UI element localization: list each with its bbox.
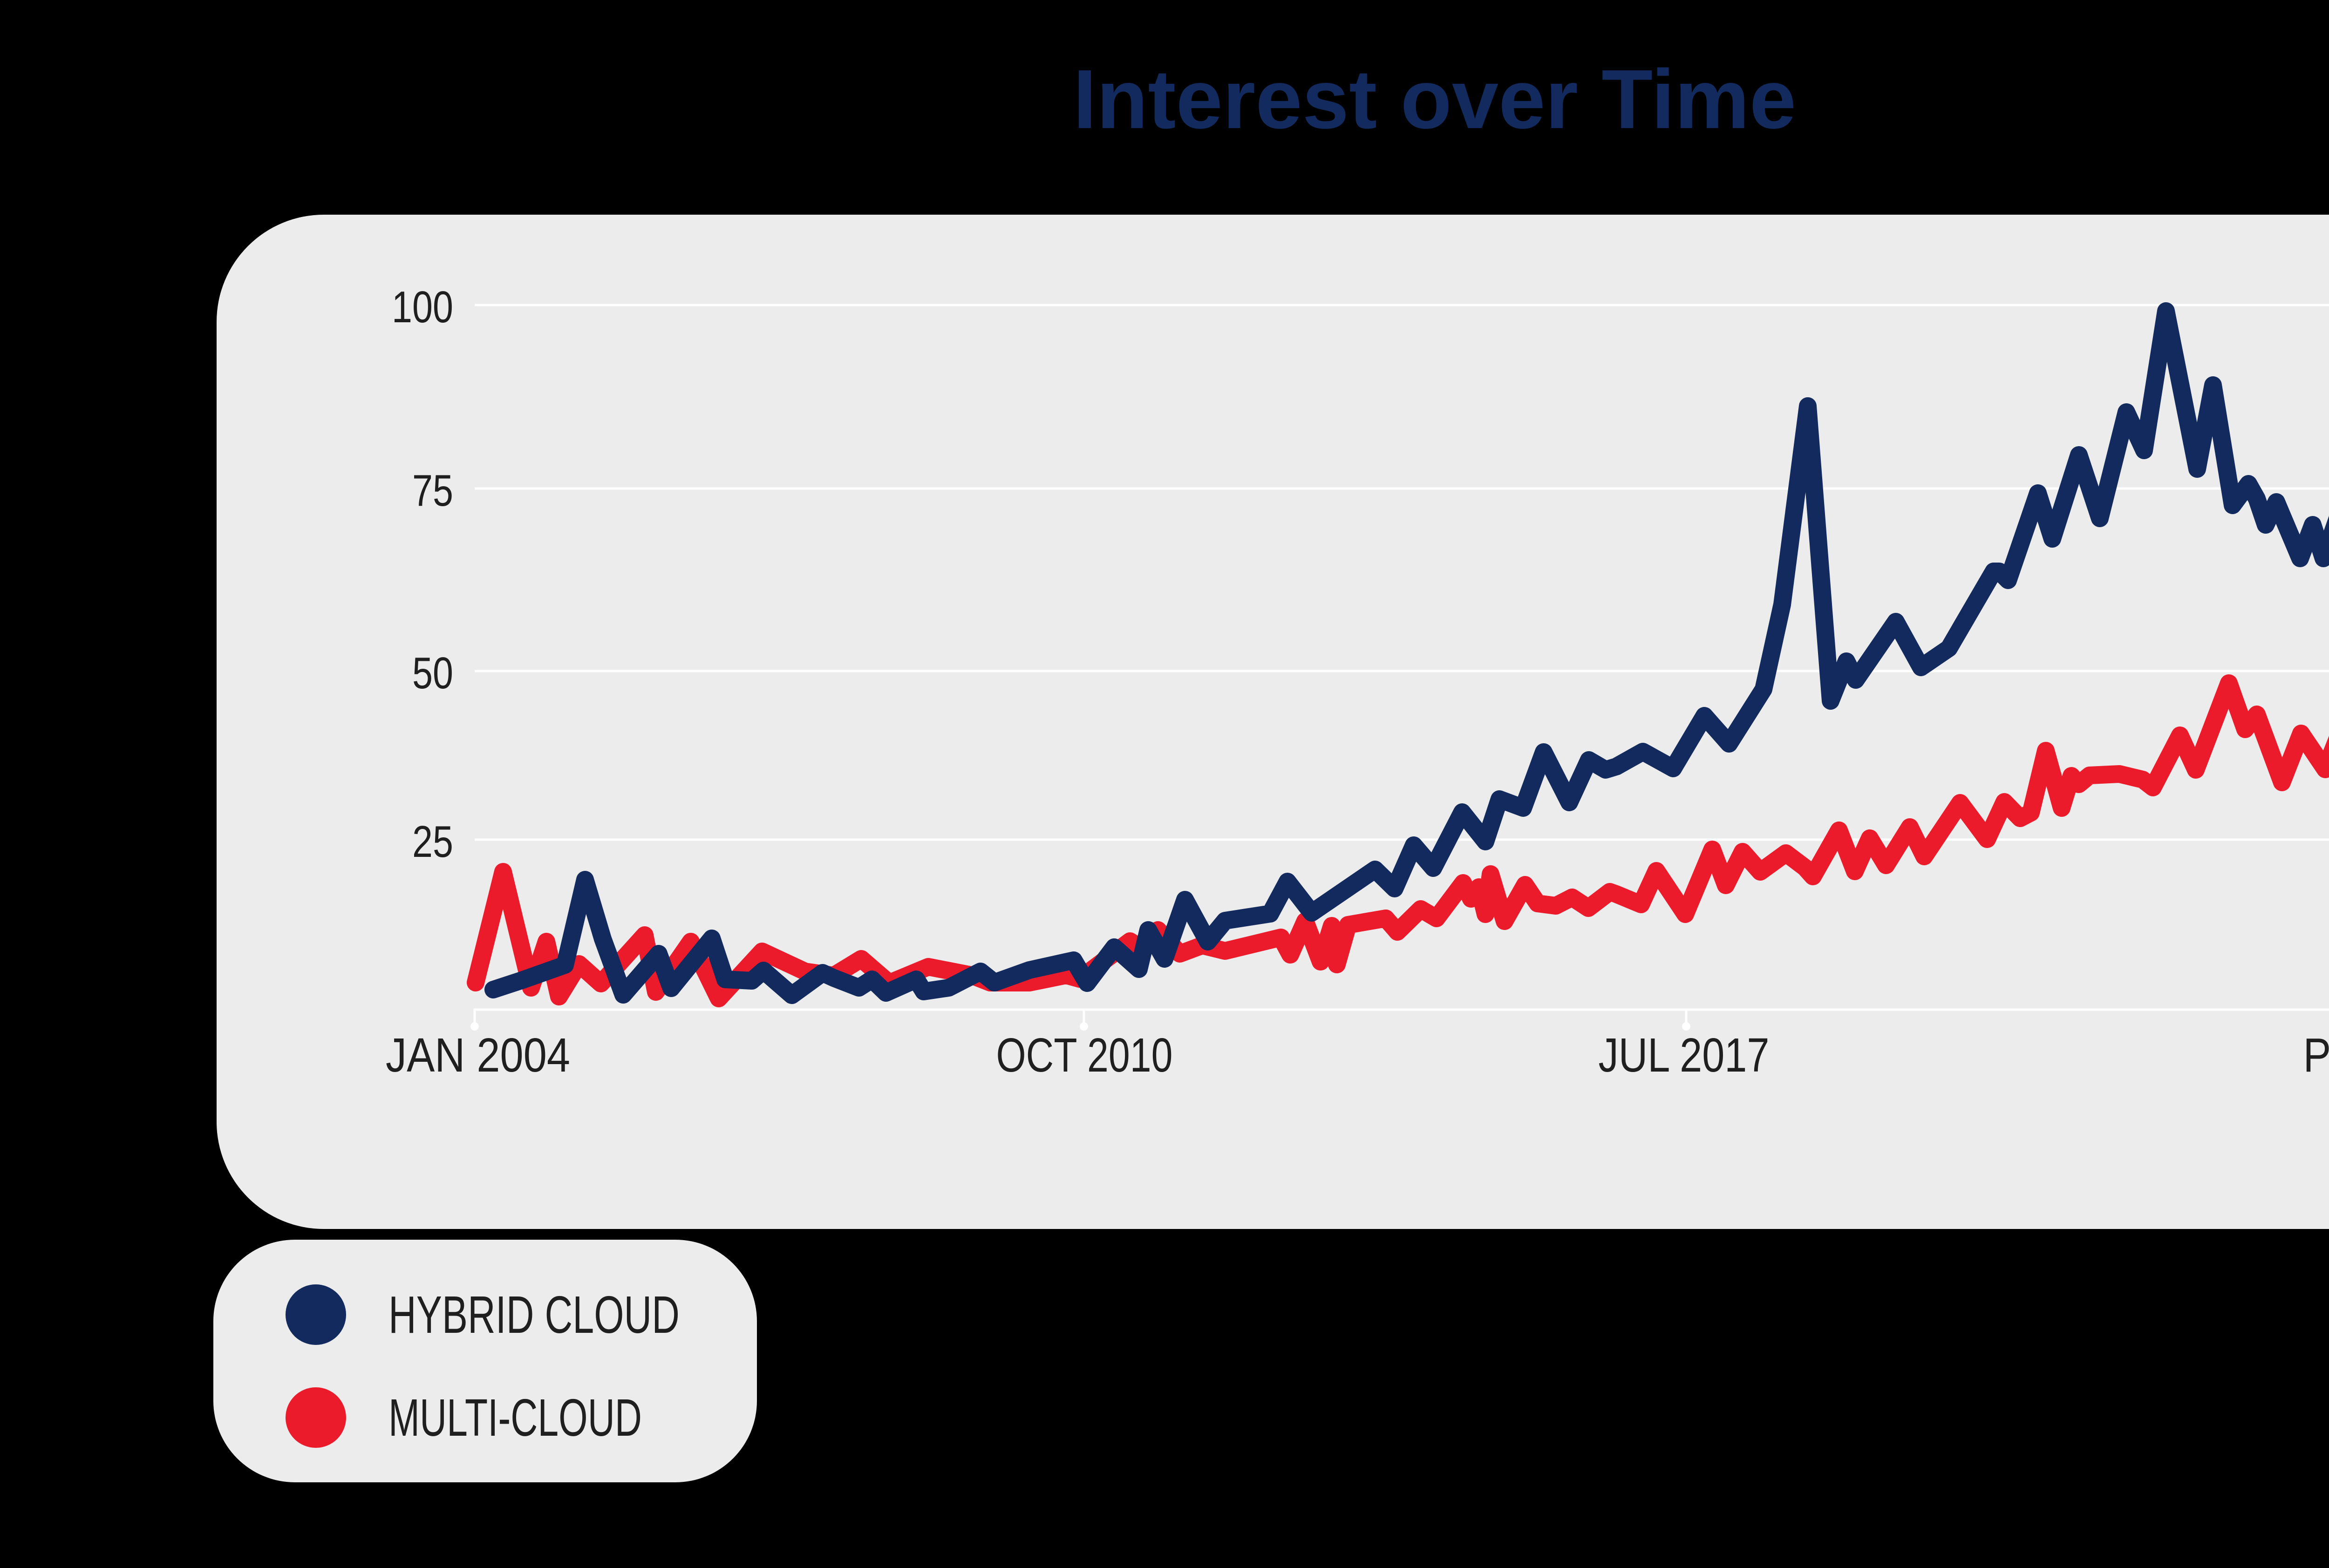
svg-text:MULTI-CLOUD: MULTI-CLOUD: [388, 1388, 642, 1447]
svg-text:25: 25: [412, 817, 453, 867]
svg-text:OCT 2010: OCT 2010: [996, 1028, 1173, 1082]
svg-text:HYBRID CLOUD: HYBRID CLOUD: [388, 1285, 680, 1344]
svg-text:100: 100: [392, 282, 453, 332]
svg-text:Interest over Time: Interest over Time: [1073, 53, 1796, 146]
svg-text:75: 75: [412, 466, 453, 516]
svg-text:JAN 2004: JAN 2004: [386, 1028, 570, 1082]
svg-text:JUL 2017: JUL 2017: [1599, 1028, 1770, 1082]
svg-text:50: 50: [412, 648, 453, 698]
svg-text:PRESENT: PRESENT: [2303, 1028, 2329, 1082]
